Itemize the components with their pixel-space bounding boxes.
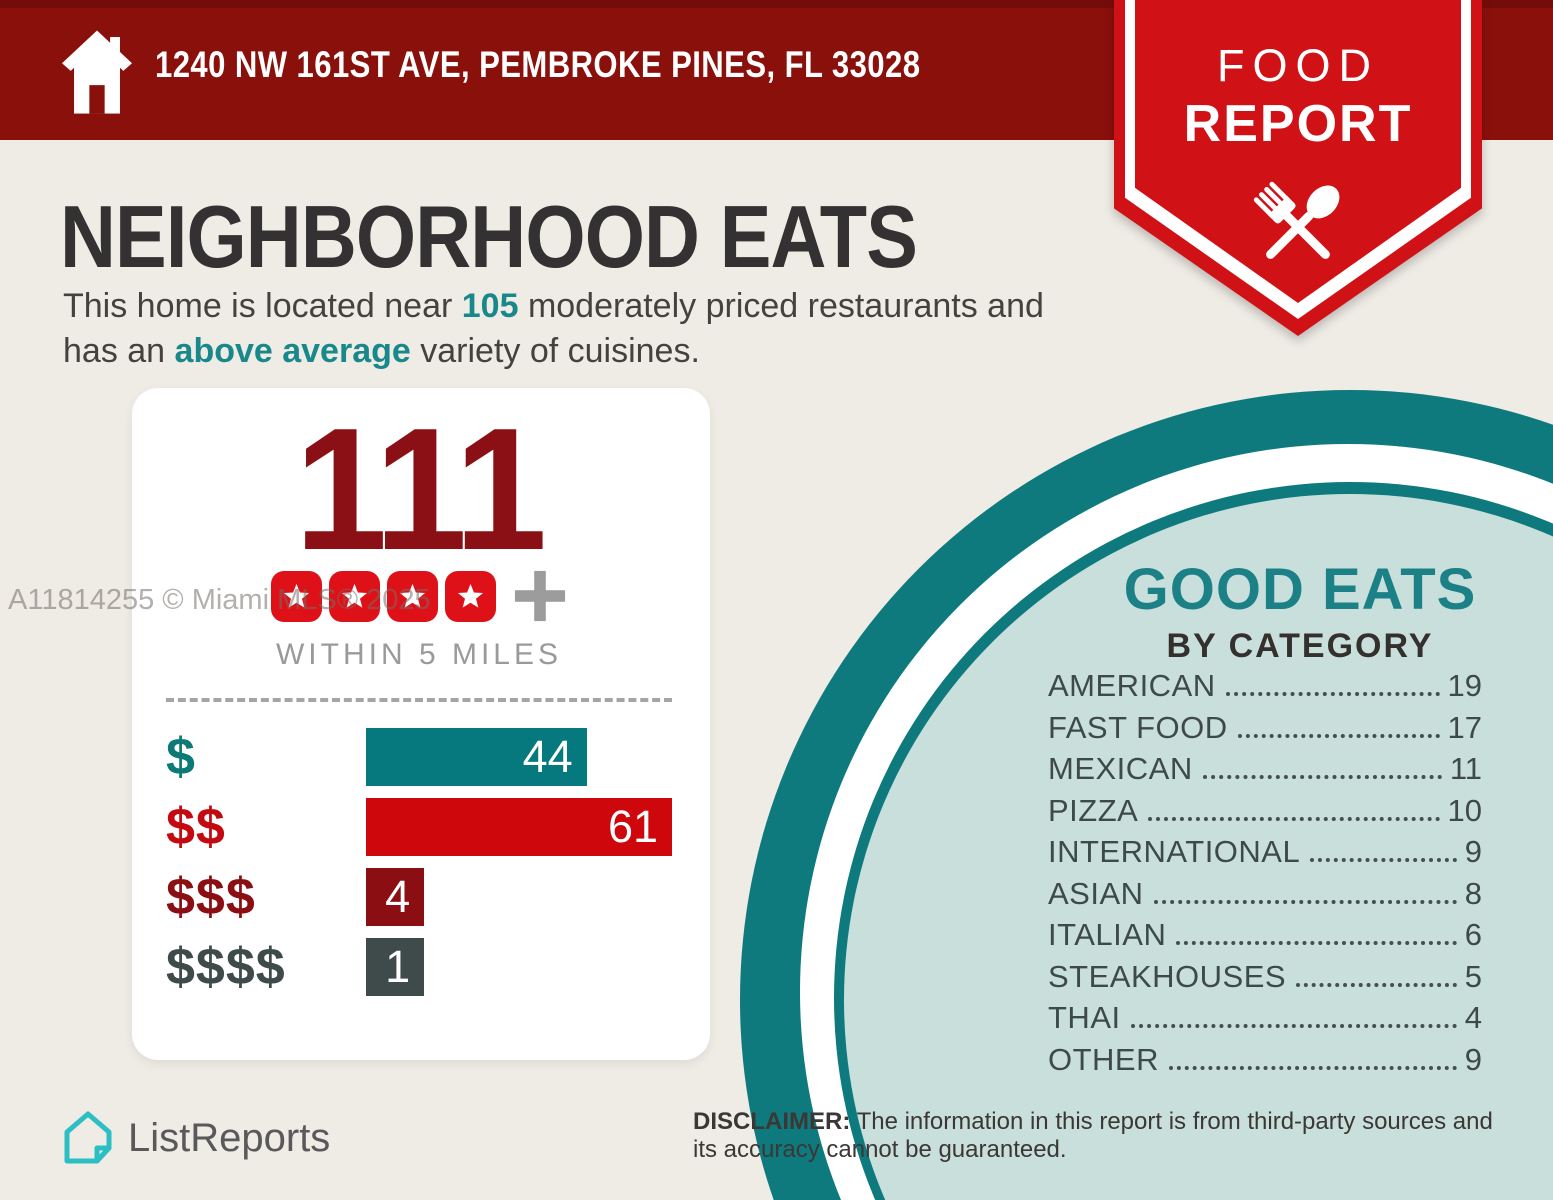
intro-line1-pre: This home is located near [63, 287, 462, 325]
within-miles-label: WITHIN 5 MILES [275, 638, 563, 671]
price-bar-value: 4 [385, 871, 411, 922]
price-bar: 1 [366, 938, 425, 996]
price-bar-track: 4 [366, 868, 672, 926]
listreports-logo-icon [64, 1111, 112, 1164]
category-row: OTHER 9 [1048, 1042, 1482, 1084]
category-label: OTHER [1048, 1041, 1159, 1077]
category-label: MEXICAN [1048, 751, 1193, 786]
price-bar-row: $$$ 4 [166, 868, 672, 926]
category-value: 17 [1447, 709, 1482, 745]
price-bar: 61 [366, 798, 672, 856]
home-icon [62, 30, 132, 114]
restaurant-stats-card: 111 WITHIN 5 MILES $44 $$ 61 $$$ 4 $$$$ 1 [132, 388, 710, 1060]
price-level-label: $$ [166, 798, 226, 856]
price-bar-value: 44 [522, 731, 573, 782]
price-level-label: $$$ [166, 868, 256, 926]
price-bar: 4 [366, 868, 425, 926]
category-value: 19 [1447, 668, 1482, 703]
mls-watermark: A11814255 © Miami MLS® 2025 [8, 584, 431, 616]
star-rating [166, 568, 672, 624]
dot-leader [1296, 982, 1457, 987]
category-list: AMERICAN 19 FAST FOOD 17 MEXICAN 11 PIZZA 10 INT… [1048, 668, 1482, 1083]
dot-leader [1148, 816, 1440, 821]
dot-leader [1169, 1065, 1457, 1070]
category-row: INTERNATIONAL 9 [1048, 834, 1482, 876]
dot-leader [1225, 692, 1440, 696]
category-label: INTERNATIONAL [1048, 834, 1301, 869]
disclaimer-text: The information in this report is from t… [693, 1108, 1493, 1164]
ribbon-title-line2: REPORT [1183, 95, 1413, 153]
good-eats-heading: GOOD EATS BY CATEGORY [1040, 556, 1553, 666]
price-bar-value: 61 [607, 801, 658, 852]
variety-highlight: above average [174, 332, 411, 371]
category-label: AMERICAN [1048, 668, 1216, 703]
category-label: FAST FOOD [1048, 709, 1228, 745]
page-title: NEIGHBORHOOD EATS [60, 187, 918, 286]
category-row: ITALIAN 6 [1048, 917, 1482, 959]
plus-icon [513, 569, 567, 623]
star-icon [445, 570, 496, 622]
category-row: ASIAN 8 [1048, 876, 1482, 918]
dot-leader [1310, 858, 1457, 862]
food-report-ribbon: FOOD REPORT [1114, 0, 1482, 336]
category-label: STEAKHOUSES [1048, 958, 1287, 994]
price-level-label: $$$$ [166, 938, 286, 996]
star-icon [329, 570, 380, 622]
category-row: MEXICAN 11 [1048, 751, 1482, 793]
category-value: 10 [1447, 792, 1482, 828]
listreports-brand: ListReports [62, 1110, 330, 1166]
category-row: STEAKHOUSES 5 [1048, 959, 1482, 1001]
total-restaurants: 111 [294, 391, 548, 586]
category-row: FAST FOOD 17 [1048, 710, 1482, 752]
category-row: THAI 4 [1048, 1000, 1482, 1042]
ribbon-title-line1: FOOD [1217, 40, 1379, 91]
ribbon-title: FOOD REPORT [1114, 40, 1482, 154]
category-value: 4 [1464, 1000, 1482, 1035]
star-icon [387, 570, 438, 622]
category-value: 9 [1464, 1041, 1482, 1077]
good-eats-subtitle: BY CATEGORY [1166, 627, 1434, 665]
intro-text: This home is located near 105 moderately… [63, 284, 1123, 374]
price-bar-track: 44 [366, 728, 672, 786]
dot-leader [1130, 1024, 1457, 1028]
disclaimer: DISCLAIMER: The information in this repo… [693, 1108, 1498, 1165]
dot-leader [1176, 941, 1457, 945]
intro-line2-post: variety of cuisines. [410, 332, 700, 371]
property-address: 1240 NW 161ST AVE, PEMBROKE PINES, FL 33… [155, 44, 921, 85]
star-icon [271, 570, 322, 622]
price-bar-track: 61 [366, 798, 672, 856]
category-row: PIZZA 10 [1048, 793, 1482, 835]
price-bar-track: 1 [366, 938, 672, 996]
good-eats-title: GOOD EATS [1123, 557, 1477, 622]
price-bar-row: $44 [166, 728, 672, 786]
disclaimer-label: DISCLAIMER: [693, 1108, 851, 1135]
category-value: 6 [1464, 917, 1482, 952]
listreports-brand-name: ListReports [128, 1115, 331, 1160]
category-value: 11 [1449, 751, 1482, 786]
dot-leader [1237, 733, 1440, 738]
intro-line1-post: moderately priced restaurants and [518, 287, 1044, 325]
category-value: 5 [1464, 958, 1482, 994]
price-bar-row: $$ 61 [166, 798, 672, 856]
category-label: ITALIAN [1048, 917, 1167, 952]
category-label: ASIAN [1048, 875, 1144, 911]
crossed-spoon-fork-icon [1253, 181, 1340, 259]
dot-leader [1202, 775, 1442, 779]
restaurant-count: 105 [461, 287, 519, 325]
dot-leader [1153, 899, 1457, 904]
price-bar-row: $$$$ 1 [166, 938, 672, 996]
intro-line2-pre: has an [63, 332, 175, 371]
price-level-label: $ [166, 728, 196, 786]
price-bar: 44 [366, 728, 587, 786]
dashed-divider [166, 698, 672, 702]
category-row: AMERICAN 19 [1048, 668, 1482, 710]
category-label: THAI [1048, 1000, 1121, 1035]
category-value: 8 [1464, 875, 1482, 911]
price-bar-value: 1 [385, 941, 411, 992]
category-value: 9 [1464, 834, 1482, 869]
price-bar-chart: $44 $$ 61 $$$ 4 $$$$ 1 [166, 728, 672, 996]
category-label: PIZZA [1048, 792, 1139, 828]
